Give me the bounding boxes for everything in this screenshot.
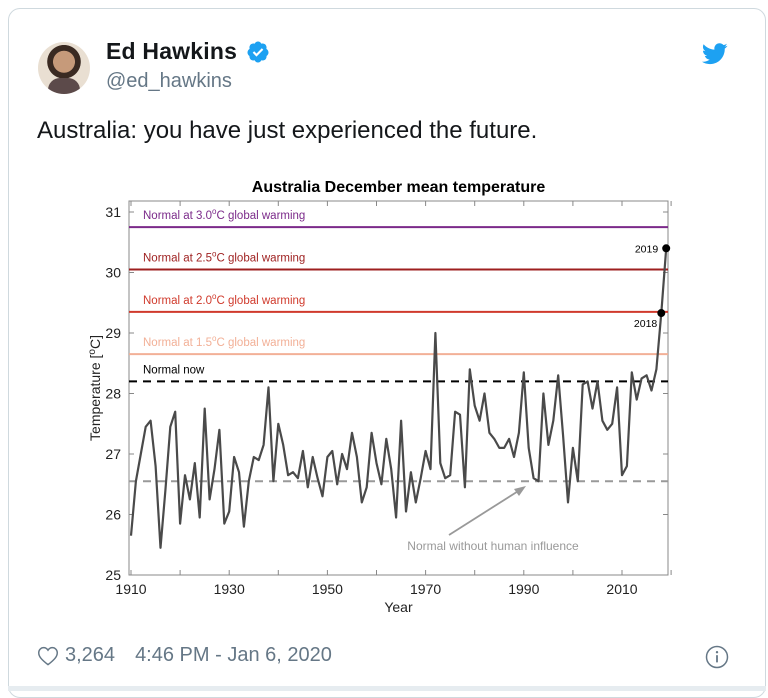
highlight-point-2018 bbox=[657, 309, 666, 318]
y-tick-label: 26 bbox=[105, 507, 121, 523]
info-icon[interactable] bbox=[705, 645, 729, 669]
annotation-2018: 2018 bbox=[634, 318, 658, 330]
x-tick-label: 1910 bbox=[115, 581, 146, 597]
y-tick-label: 29 bbox=[105, 325, 121, 341]
timestamp[interactable]: 4:46 PM - Jan 6, 2020 bbox=[135, 644, 332, 666]
like-count[interactable]: 3,264 bbox=[65, 644, 116, 666]
x-tick-label: 2010 bbox=[606, 581, 637, 597]
author-handle[interactable]: @ed_hawkins bbox=[106, 70, 232, 92]
temperature-chart: Australia December mean temperature Norma… bbox=[87, 179, 672, 615]
x-tick-label: 1970 bbox=[410, 581, 441, 597]
chart-title: Australia December mean temperature bbox=[252, 179, 546, 196]
y-tick-label: 27 bbox=[105, 446, 121, 462]
x-tick-label: 1930 bbox=[214, 581, 245, 597]
reference-label-1: Normal at 2.5oC global warming bbox=[143, 249, 305, 264]
y-tick-label: 28 bbox=[105, 386, 121, 402]
card-bottom-divider bbox=[8, 686, 766, 691]
x-tick-label: 1950 bbox=[312, 581, 343, 597]
y-tick-label: 25 bbox=[105, 567, 121, 583]
annotation-arrow bbox=[448, 487, 524, 536]
annotation-arrowhead bbox=[514, 486, 526, 496]
x-axis-label: Year bbox=[384, 599, 413, 615]
plot-frame bbox=[128, 200, 669, 576]
reference-label-3: Normal at 1.5oC global warming bbox=[143, 334, 305, 349]
tweet-footer: 3,264 4:46 PM - Jan 6, 2020 bbox=[37, 644, 332, 667]
y-axis-label: Temperature [oC] bbox=[87, 335, 103, 441]
x-tick-label: 1990 bbox=[508, 581, 539, 597]
y-tick-label: 31 bbox=[105, 204, 121, 220]
tweet-card bbox=[8, 8, 766, 698]
verified-badge-icon bbox=[247, 41, 269, 63]
annotation-normal-without-human: Normal without human influence bbox=[407, 539, 579, 553]
temperature-series-line bbox=[129, 248, 668, 549]
twitter-bird-icon[interactable] bbox=[702, 43, 728, 65]
author-name[interactable]: Ed Hawkins bbox=[106, 38, 238, 64]
highlight-point-2019 bbox=[662, 244, 671, 253]
y-tick-label: 30 bbox=[105, 265, 121, 281]
tweet-text: Australia: you have just experienced the… bbox=[37, 117, 538, 144]
avatar-shirt bbox=[48, 78, 80, 94]
reference-label-0: Normal at 3.0oC global warming bbox=[143, 207, 305, 222]
reference-label-2: Normal at 2.0oC global warming bbox=[143, 292, 305, 307]
reference-label-4: Normal now bbox=[143, 364, 205, 376]
avatar[interactable] bbox=[38, 42, 90, 94]
annotation-2019: 2019 bbox=[635, 243, 659, 255]
heart-icon[interactable] bbox=[37, 646, 59, 666]
